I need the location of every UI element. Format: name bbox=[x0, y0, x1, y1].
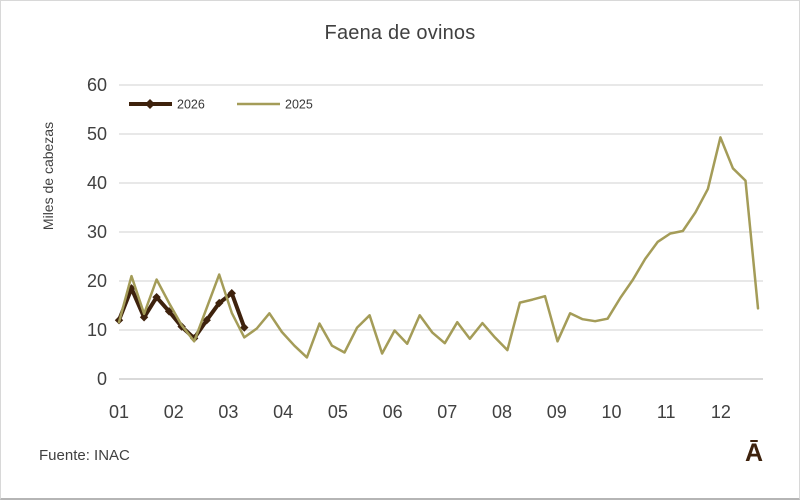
legend-label-2025: 2025 bbox=[285, 98, 313, 112]
source-label: Fuente: INAC bbox=[39, 447, 130, 464]
series-marker-2026 bbox=[202, 316, 211, 325]
x-tick-label: 03 bbox=[218, 402, 238, 422]
y-tick-label: 20 bbox=[87, 271, 107, 291]
x-tick-label: 08 bbox=[492, 402, 512, 422]
x-tick-label: 01 bbox=[109, 402, 129, 422]
x-tick-label: 11 bbox=[657, 402, 676, 422]
series-marker-2026 bbox=[164, 307, 174, 316]
series-marker-2026 bbox=[139, 313, 149, 322]
x-tick-label: 07 bbox=[437, 402, 457, 422]
legend-diamond-marker bbox=[145, 99, 155, 109]
x-tick-label: 12 bbox=[711, 402, 731, 422]
series-marker-2026 bbox=[215, 298, 224, 308]
y-tick-label: 50 bbox=[87, 124, 107, 144]
legend-label-2026: 2026 bbox=[177, 98, 205, 112]
chart-title: Faena de ovinos bbox=[324, 22, 476, 44]
x-tick-label: 02 bbox=[164, 402, 184, 422]
inac-logo: Ā bbox=[745, 439, 764, 467]
x-tick-label: 09 bbox=[547, 402, 567, 422]
series-line-2025 bbox=[117, 136, 760, 359]
y-tick-label: 10 bbox=[87, 320, 107, 340]
x-tick-label: 10 bbox=[601, 402, 621, 422]
x-tick-label: 04 bbox=[273, 402, 293, 422]
series-marker-2026 bbox=[152, 292, 161, 302]
x-tick-label: 06 bbox=[383, 402, 403, 422]
y-tick-label: 0 bbox=[97, 369, 107, 389]
y-axis-title: Miles de cabezas bbox=[40, 122, 56, 230]
series-marker-2026 bbox=[227, 289, 236, 298]
y-tick-label: 60 bbox=[87, 75, 107, 95]
y-tick-label: 30 bbox=[87, 222, 107, 242]
x-tick-label: 05 bbox=[328, 402, 348, 422]
series-marker-2026 bbox=[240, 323, 249, 332]
y-tick-label: 40 bbox=[87, 173, 107, 193]
